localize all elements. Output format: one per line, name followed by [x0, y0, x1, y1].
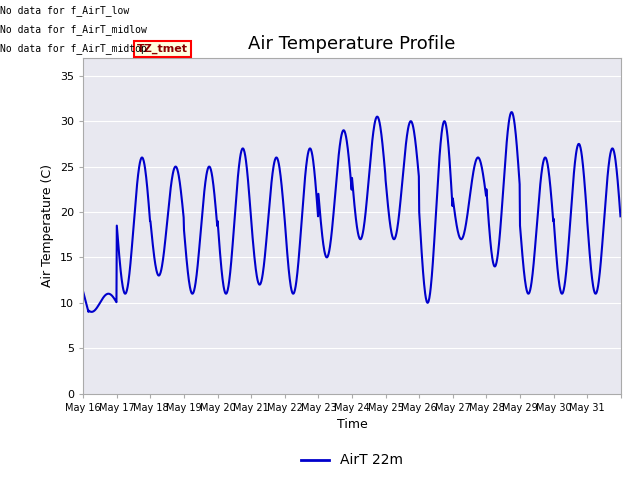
X-axis label: Time: Time — [337, 418, 367, 431]
Y-axis label: Air Temperature (C): Air Temperature (C) — [42, 164, 54, 287]
Text: No data for f_AirT_midlow: No data for f_AirT_midlow — [0, 24, 147, 35]
Text: No data for f_AirT_low: No data for f_AirT_low — [0, 5, 129, 16]
Legend: AirT 22m: AirT 22m — [296, 448, 408, 473]
Text: TZ_tmet: TZ_tmet — [137, 44, 188, 54]
Text: No data for f_AirT_midtop: No data for f_AirT_midtop — [0, 43, 147, 54]
Title: Air Temperature Profile: Air Temperature Profile — [248, 35, 456, 53]
